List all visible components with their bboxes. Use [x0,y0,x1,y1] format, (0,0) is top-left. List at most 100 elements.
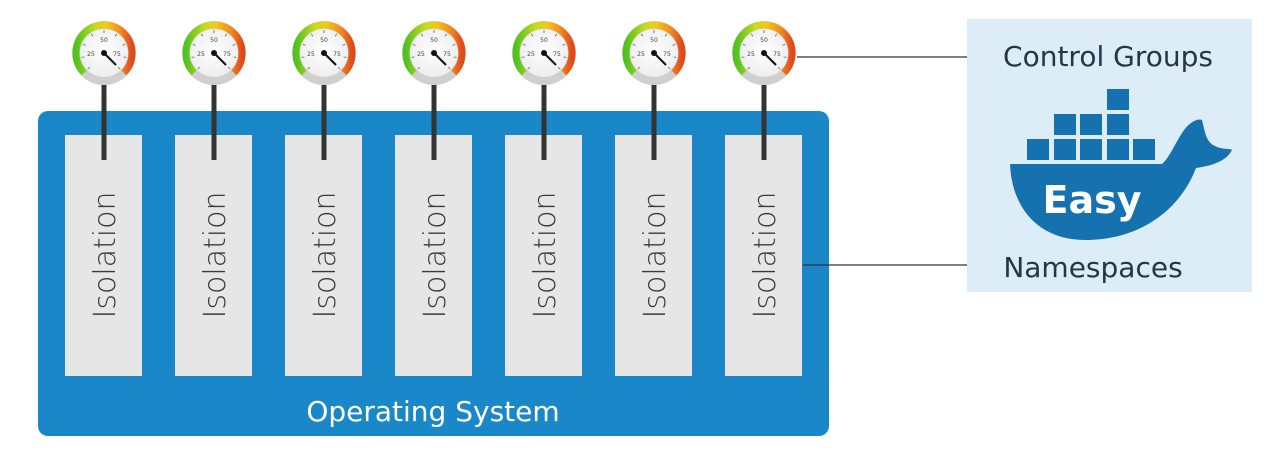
docker-whale-icon: Easy [1010,89,1232,240]
gauge-tick [302,43,306,46]
gauge-pivot [761,50,767,56]
gauge-tick-label: 75 [773,51,781,58]
gauge-tick-label: 25 [197,51,205,58]
gauge-arc [182,21,246,76]
container-5: Isolation 25 50 75 [505,21,582,376]
gauge-pivot [321,50,327,56]
gauge-icon: 25 50 75 [622,21,686,85]
gauge-pivot [211,50,217,56]
gauge-tick [444,33,448,37]
gauge-tick-label: 75 [663,51,671,58]
control-groups-label: Control Groups [1003,40,1213,73]
gauge-tick [632,43,636,46]
container-2: Isolation 25 50 75 [175,21,252,376]
gauge-tick [337,66,341,70]
gauge-tick [411,56,415,58]
gauge-pivot [541,50,547,56]
gauge-tick [301,56,305,58]
containers-group: Isolation 25 50 75 Isolation 25 50 75 Isolation 2… [65,21,802,376]
gauge-arc [402,21,466,76]
gauge-tick [637,66,641,70]
isolation-column [285,135,362,376]
gauge-tick [117,66,121,70]
isolation-column [65,135,142,376]
gauge-tick-label: 75 [553,51,561,58]
gauge-tick [530,33,534,37]
container-3: Isolation 25 50 75 [285,21,362,376]
gauge-tick [522,43,526,46]
gauge-tick [667,66,671,70]
gauge-arc [512,21,576,76]
gauge-tick [82,43,86,46]
gauge-tick [310,33,314,37]
gauge-tick [631,56,635,58]
gauge-tick-label: 25 [527,51,535,58]
isolation-column [395,135,472,376]
gauge-tick [447,66,451,70]
gauge-tick [307,66,311,70]
gauge-tick [747,66,751,70]
gauge-tick [783,56,787,58]
gauge-tick [554,33,558,37]
gauge-icon: 25 50 75 [72,21,136,85]
isolation-label: Isolation [198,191,233,318]
gauge-tick [420,33,424,37]
gauge-tick [664,33,668,37]
gauge-tick [342,43,346,46]
gauge-tick [741,56,745,58]
docker-panel: Control Groups Easy Namespaces [967,19,1252,292]
gauge-tick-label: 25 [87,51,95,58]
gauge-tick [774,33,778,37]
container-1: Isolation 25 50 75 [65,21,142,376]
gauge-tick [452,43,456,46]
gauge-tick-label: 75 [223,51,231,58]
gauge-icon: 25 50 75 [732,21,796,85]
gauge-arc [72,21,136,76]
gauge-tick-label: 50 [210,37,218,44]
gauge-pivot [101,50,107,56]
gauge-tick [81,56,85,58]
gauge-tick [192,43,196,46]
operating-system-label: Operating System [306,395,559,428]
gauge-tick [777,66,781,70]
isolation-label: Isolation [638,191,673,318]
gauge-pivot [431,50,437,56]
gauge-tick [527,66,531,70]
gauge-tick [232,43,236,46]
gauge-tick [114,33,118,37]
container-4: Isolation 25 50 75 [395,21,472,376]
whale-containers [1027,89,1155,160]
gauge-tick [412,43,416,46]
gauge-tick-label: 25 [307,51,315,58]
whale-body [1010,119,1232,240]
gauge-tick [557,66,561,70]
gauge-tick [197,66,201,70]
gauge-tick-label: 50 [540,37,548,44]
isolation-label: Isolation [88,191,123,318]
gauge-tick-label: 75 [443,51,451,58]
gauge-tick [334,33,338,37]
gauge-tick [90,33,94,37]
gauge-tick [122,43,126,46]
gauge-tick-label: 25 [417,51,425,58]
gauge-tick [672,43,676,46]
gauge-tick-label: 25 [747,51,755,58]
isolation-label: Isolation [748,191,783,318]
isolation-column [505,135,582,376]
gauge-tick [640,33,644,37]
gauge-tick [563,56,567,58]
gauge-tick-label: 50 [430,37,438,44]
gauge-tick [453,56,457,58]
gauge-tick [191,56,195,58]
gauge-tick [742,43,746,46]
whale-logo-text: Easy [1043,178,1142,222]
gauge-tick [87,66,91,70]
isolation-label: Isolation [528,191,563,318]
isolation-column [615,135,692,376]
gauge-tick-label: 50 [650,37,658,44]
gauge-arc [292,21,356,76]
container-6: Isolation 25 50 75 [615,21,692,376]
gauge-tick [521,56,525,58]
gauge-icon: 25 50 75 [402,21,466,85]
